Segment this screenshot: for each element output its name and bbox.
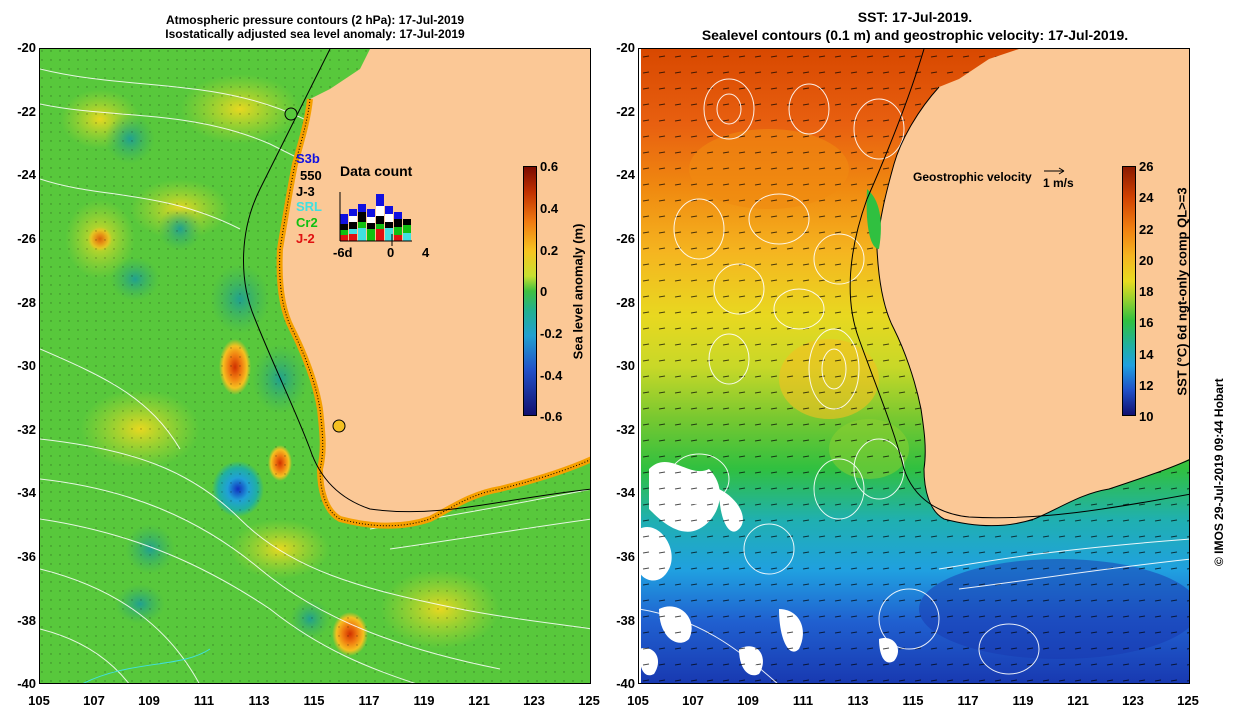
- legend-cr2: Cr2: [296, 215, 318, 230]
- left-title-line2: Isostatically adjusted sea level anomaly…: [165, 27, 465, 41]
- x-tick: 115: [303, 693, 325, 708]
- sst-map-graphic: [639, 49, 1189, 683]
- x-tick: 121: [468, 693, 490, 708]
- x-tick: 111: [792, 693, 814, 708]
- sla-tick: -0.2: [540, 326, 563, 341]
- legend-s3b: S3b: [296, 151, 320, 166]
- x-tick: 125: [1177, 693, 1199, 708]
- sst-tick: 18: [1139, 284, 1154, 299]
- tide-gauge-marker: [284, 107, 298, 121]
- y-tick: -20: [616, 40, 635, 55]
- data-count-axis-start: -6d: [333, 245, 353, 260]
- y-tick: -36: [17, 549, 36, 564]
- data-count-title: Data count: [340, 163, 413, 179]
- y-tick: -36: [616, 549, 635, 564]
- y-tick: -38: [616, 613, 635, 628]
- sea-level-anomaly-map: [39, 48, 591, 684]
- y-tick: -28: [616, 295, 635, 310]
- legend-srl: SRL: [296, 199, 322, 214]
- y-tick: -20: [17, 40, 36, 55]
- y-tick: -24: [616, 167, 635, 182]
- x-tick: 109: [737, 693, 759, 708]
- sst-tick: 22: [1139, 222, 1154, 237]
- sla-tick: -0.6: [540, 409, 563, 424]
- y-tick: -32: [616, 422, 635, 437]
- y-tick: -30: [616, 358, 635, 373]
- y-tick: -24: [17, 167, 36, 182]
- sst-tick: 10: [1139, 409, 1154, 424]
- x-tick: 111: [193, 693, 215, 708]
- data-count-histogram: [339, 192, 412, 246]
- tide-gauge-marker: [332, 419, 346, 433]
- x-tick: 113: [847, 693, 869, 708]
- y-tick: -34: [17, 485, 36, 500]
- sst-tick: 14: [1139, 347, 1154, 362]
- imos-credit: © IMOS 29-Jul-2019 09:44 Hobart: [1212, 378, 1226, 566]
- y-tick: -28: [17, 295, 36, 310]
- left-panel-title: Atmospheric pressure contours (2 hPa): 1…: [40, 13, 590, 41]
- y-tick: -22: [17, 104, 36, 119]
- data-count-axis-end: 4: [422, 245, 430, 260]
- x-tick: 107: [83, 693, 105, 708]
- x-tick: 117: [957, 693, 979, 708]
- x-tick: 123: [523, 693, 545, 708]
- sla-tick: 0.2: [540, 243, 559, 258]
- sla-tick: 0.6: [540, 159, 559, 174]
- x-tick: 119: [1012, 693, 1034, 708]
- data-count-axis-zero: 0: [387, 245, 395, 260]
- sst-tick: 20: [1139, 253, 1154, 268]
- velocity-scale-arrow: [1044, 167, 1065, 175]
- y-tick: -22: [616, 104, 635, 119]
- geostrophic-velocity-label: Geostrophic velocity: [913, 170, 1032, 184]
- sst-tick: 12: [1139, 378, 1154, 393]
- x-tick: 121: [1067, 693, 1089, 708]
- y-tick: -34: [616, 485, 635, 500]
- sla-colorbar: [523, 166, 537, 416]
- y-tick: -26: [616, 231, 635, 246]
- left-title-line1: Atmospheric pressure contours (2 hPa): 1…: [165, 13, 465, 27]
- x-tick: 109: [138, 693, 160, 708]
- y-tick: -40: [616, 676, 635, 691]
- sla-map-graphic: [40, 49, 590, 683]
- right-title-line1: SST: 17-Jul-2019.: [857, 9, 973, 25]
- x-tick: 123: [1122, 693, 1144, 708]
- x-tick: 105: [627, 693, 649, 708]
- x-tick: 107: [682, 693, 704, 708]
- y-tick: -30: [17, 358, 36, 373]
- y-tick: -40: [17, 676, 36, 691]
- right-panel-title: SST: 17-Jul-2019. Sealevel contours (0.1…: [640, 8, 1190, 44]
- sst-map: [638, 48, 1190, 684]
- right-title-line2: Sealevel contours (0.1 m) and geostrophi…: [701, 27, 1129, 43]
- x-tick: 115: [902, 693, 924, 708]
- sla-tick: 0.4: [540, 201, 559, 216]
- y-tick: -26: [17, 231, 36, 246]
- sla-colorbar-label: Sea level anomaly (m): [570, 223, 586, 360]
- sla-tick: 0: [540, 284, 548, 299]
- sla-tick: -0.4: [540, 368, 563, 383]
- x-tick: 117: [358, 693, 380, 708]
- x-tick: 119: [413, 693, 435, 708]
- y-tick: -32: [17, 422, 36, 437]
- legend-j3: J-3: [296, 184, 315, 199]
- velocity-scale-label: 1 m/s: [1043, 176, 1074, 190]
- sst-colorbar-label: SST (°C) 6d ngt-only comp QL>=3: [1174, 187, 1190, 396]
- sst-colorbar: [1122, 166, 1136, 416]
- y-tick: -38: [17, 613, 36, 628]
- x-tick: 125: [578, 693, 600, 708]
- x-tick: 105: [28, 693, 50, 708]
- legend-j2: J-2: [296, 231, 315, 246]
- sst-tick: 26: [1139, 159, 1154, 174]
- x-tick: 113: [248, 693, 270, 708]
- legend-550: 550: [300, 168, 322, 183]
- sst-tick: 24: [1139, 190, 1154, 205]
- sst-tick: 16: [1139, 315, 1154, 330]
